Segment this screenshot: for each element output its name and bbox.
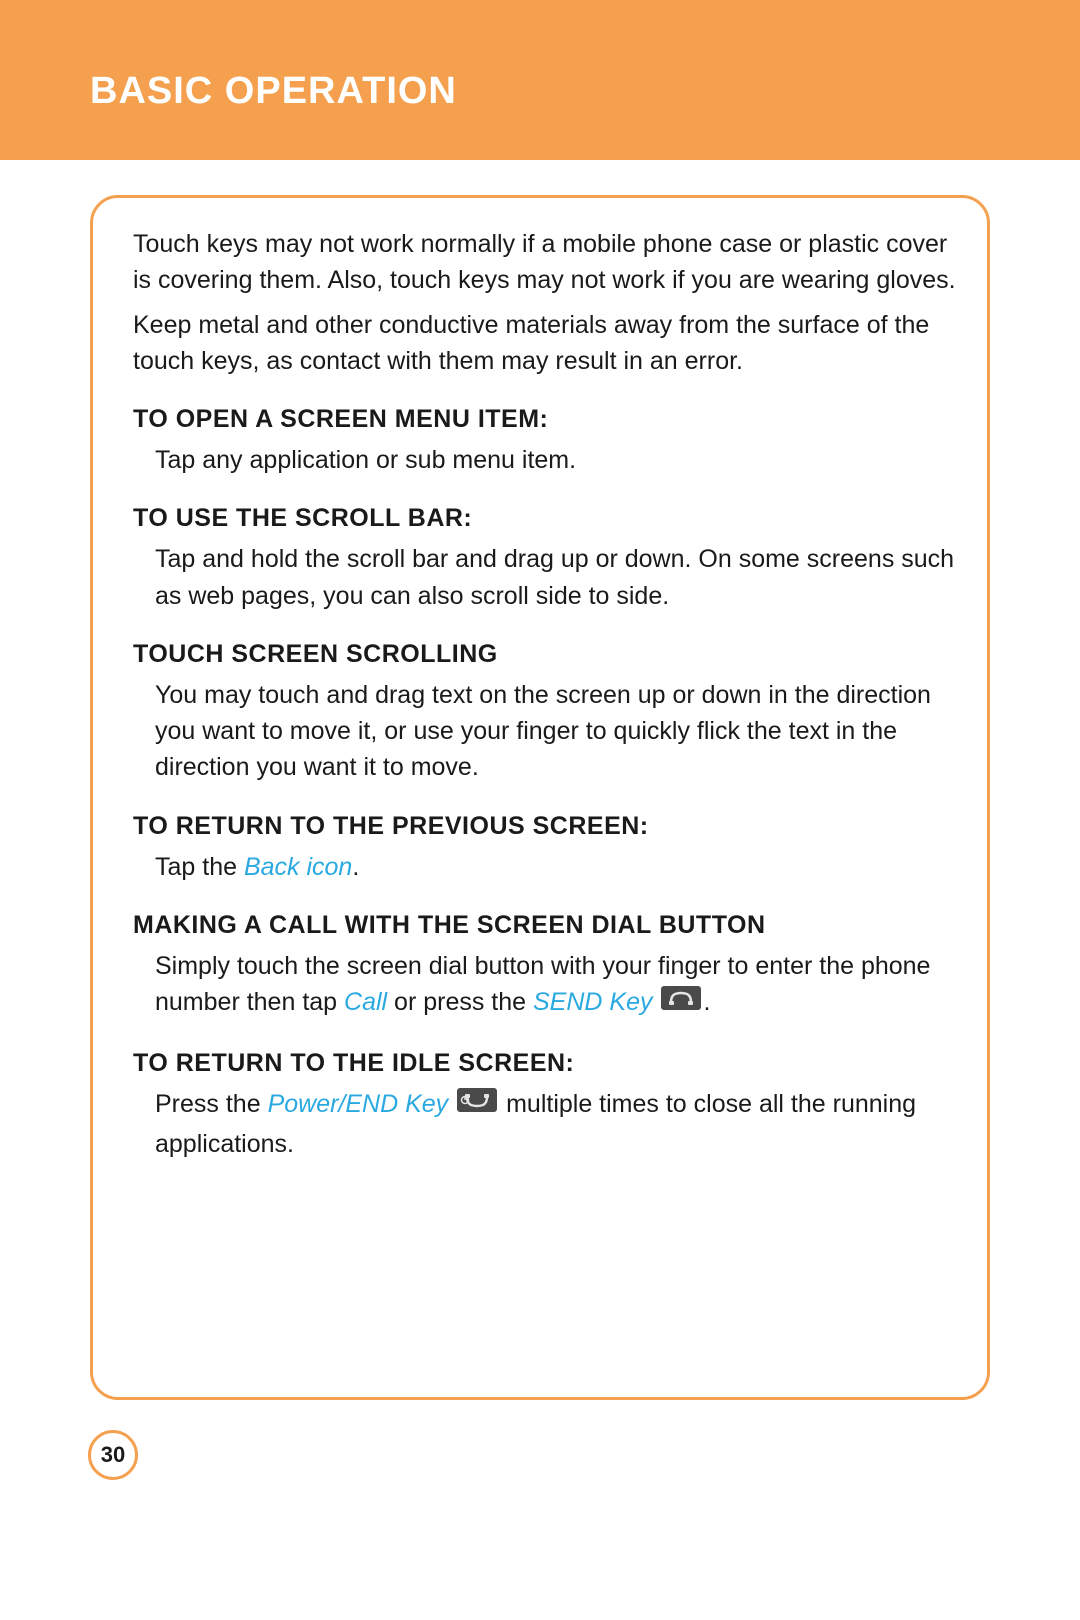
return-prev-suffix: .	[352, 853, 359, 881]
heading-scroll-bar: TO USE THE SCROLL BAR:	[133, 504, 957, 533]
heading-return-idle: TO RETURN TO THE IDLE SCREEN:	[133, 1049, 957, 1078]
body-open-menu: Tap any application or sub menu item.	[133, 442, 957, 478]
content-box: Touch keys may not work normally if a mo…	[90, 195, 990, 1400]
power-end-key-label: Power/END Key	[268, 1090, 449, 1118]
return-prev-prefix: Tap the	[155, 853, 244, 881]
body-scroll-bar: Tap and hold the scroll bar and drag up …	[133, 541, 957, 614]
body-make-call: Simply touch the screen dial button with…	[133, 948, 957, 1024]
intro-paragraph-1: Touch keys may not work normally if a mo…	[133, 226, 957, 299]
return-idle-prefix: Press the	[155, 1090, 268, 1118]
heading-return-prev: TO RETURN TO THE PREVIOUS SCREEN:	[133, 812, 957, 841]
send-key-icon	[661, 984, 701, 1020]
back-icon-label: Back icon	[244, 853, 352, 881]
body-return-idle: Press the Power/END Key multiple times t…	[133, 1086, 957, 1162]
intro-paragraph-2: Keep metal and other conductive material…	[133, 307, 957, 380]
page-title: BASIC OPERATION	[90, 70, 1080, 113]
heading-open-menu: TO OPEN A SCREEN MENU ITEM:	[133, 405, 957, 434]
page-number-circle: 30	[88, 1430, 138, 1480]
call-label: Call	[344, 988, 387, 1016]
make-call-suffix: .	[703, 988, 710, 1016]
body-return-prev: Tap the Back icon.	[133, 849, 957, 885]
body-touch-scroll: You may touch and drag text on the scree…	[133, 677, 957, 786]
make-call-mid: or press the	[387, 988, 533, 1016]
page-header: BASIC OPERATION	[0, 0, 1080, 160]
power-end-key-icon	[457, 1086, 497, 1122]
heading-touch-scroll: TOUCH SCREEN SCROLLING	[133, 640, 957, 669]
page-number: 30	[101, 1442, 125, 1468]
heading-make-call: MAKING A CALL WITH THE SCREEN DIAL BUTTO…	[133, 911, 957, 940]
send-key-label: SEND Key	[533, 988, 652, 1016]
